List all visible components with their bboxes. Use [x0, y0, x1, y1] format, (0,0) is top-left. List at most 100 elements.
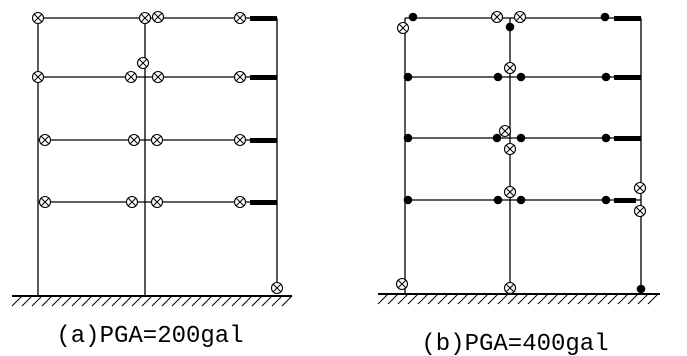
hatch-stroke [231, 295, 243, 307]
crossed-circle-icon [150, 195, 164, 209]
crossed-circle-icon [127, 133, 141, 147]
beam-end-floor-1-b [614, 198, 636, 203]
hatch-stroke [131, 295, 143, 307]
hatch-stroke [31, 295, 43, 307]
hatch-stroke [51, 295, 63, 307]
filled-dot-icon [516, 72, 526, 82]
hatch-stroke [41, 295, 53, 307]
filled-dot-icon [601, 133, 611, 143]
filled-dot-icon [600, 12, 610, 22]
filled-dot-icon [408, 12, 418, 22]
beam-end-floor-3-b [614, 75, 641, 80]
filled-dot-icon [493, 195, 503, 205]
crossed-circle-icon [633, 181, 647, 195]
panel-a: (a)PGA=200gal [11, 10, 293, 350]
hatch-stroke [537, 293, 549, 305]
filled-dot-icon [516, 195, 526, 205]
crossed-circle-icon [270, 281, 284, 295]
hatch-stroke [221, 295, 233, 307]
hatch-stroke [627, 293, 639, 305]
hatch-stroke [637, 293, 649, 305]
hatch-stroke [21, 295, 33, 307]
hatch-stroke [427, 293, 439, 305]
hatch-stroke [61, 295, 73, 307]
hatch-stroke [261, 295, 273, 307]
hatch-stroke [587, 293, 599, 305]
crossed-circle-icon [498, 124, 512, 138]
crossed-circle-icon [503, 281, 517, 295]
hatch-stroke [457, 293, 469, 305]
crossed-circle-icon [124, 70, 138, 84]
beam-end-floor-3-a [250, 75, 277, 80]
filled-dot-icon [403, 195, 413, 205]
ground-hatch-b [377, 293, 659, 305]
beam-end-floor-2-a [250, 138, 277, 143]
hatch-stroke [577, 293, 589, 305]
hatch-stroke [11, 295, 23, 307]
filled-dot-icon [492, 133, 502, 143]
crossed-circle-icon [151, 10, 165, 24]
crossed-circle-icon [31, 11, 45, 25]
crossed-circle-icon [151, 70, 165, 84]
hatch-stroke [547, 293, 559, 305]
filled-dot-icon [403, 133, 413, 143]
hatch-stroke [201, 295, 213, 307]
caption-a: (a)PGA=200gal [56, 323, 243, 350]
hatch-stroke [517, 293, 529, 305]
crossed-circle-icon [233, 70, 247, 84]
crossed-circle-icon [233, 133, 247, 147]
crossed-circle-icon [125, 195, 139, 209]
hatch-stroke [647, 293, 659, 305]
hatch-stroke [417, 293, 429, 305]
hatch-stroke [377, 293, 389, 305]
crossed-circle-icon [503, 185, 517, 199]
crossed-circle-icon [138, 11, 152, 25]
hatch-stroke [477, 293, 489, 305]
hatch-stroke [617, 293, 629, 305]
hatch-stroke [557, 293, 569, 305]
hatch-stroke [487, 293, 499, 305]
crossed-circle-icon [513, 10, 527, 24]
crossed-circle-icon [233, 11, 247, 25]
hatch-stroke [437, 293, 449, 305]
hatch-stroke [191, 295, 203, 307]
beam-end-floor-1-a [250, 200, 277, 205]
crossed-circle-icon [490, 10, 504, 24]
crossed-circle-icon [503, 61, 517, 75]
crossed-circle-icon [38, 195, 52, 209]
hatch-stroke [607, 293, 619, 305]
panel-b: (b)PGA=400gal [377, 10, 660, 356]
beam-end-roof-a [250, 16, 277, 21]
hatch-stroke [447, 293, 459, 305]
hinge-markers-a [31, 10, 284, 295]
hatch-stroke [101, 295, 113, 307]
hatch-stroke [171, 295, 183, 307]
ground-hatch-a [11, 295, 293, 307]
crossed-circle-icon [31, 70, 45, 84]
beam-end-roof-b [614, 16, 641, 21]
filled-dot-icon [516, 133, 526, 143]
hatch-stroke [241, 295, 253, 307]
hatch-stroke [507, 293, 519, 305]
crossed-circle-icon [503, 142, 517, 156]
hatch-stroke [527, 293, 539, 305]
crossed-circle-icon [233, 195, 247, 209]
hatch-stroke [141, 295, 153, 307]
hatch-stroke [387, 293, 399, 305]
crossed-circle-icon [395, 277, 409, 291]
filled-dot-icon [403, 72, 413, 82]
caption-b: (b)PGA=400gal [421, 331, 608, 356]
filled-dot-icon [601, 195, 611, 205]
filled-dot-icon [493, 72, 503, 82]
hatch-stroke [251, 295, 263, 307]
hatch-stroke [467, 293, 479, 305]
hatch-stroke [151, 295, 163, 307]
hatch-stroke [71, 295, 83, 307]
filled-dot-icon [601, 72, 611, 82]
hatch-stroke [211, 295, 223, 307]
hatch-stroke [181, 295, 193, 307]
hatch-stroke [281, 295, 293, 307]
hinge-markers-b [395, 10, 647, 295]
hatch-stroke [407, 293, 419, 305]
